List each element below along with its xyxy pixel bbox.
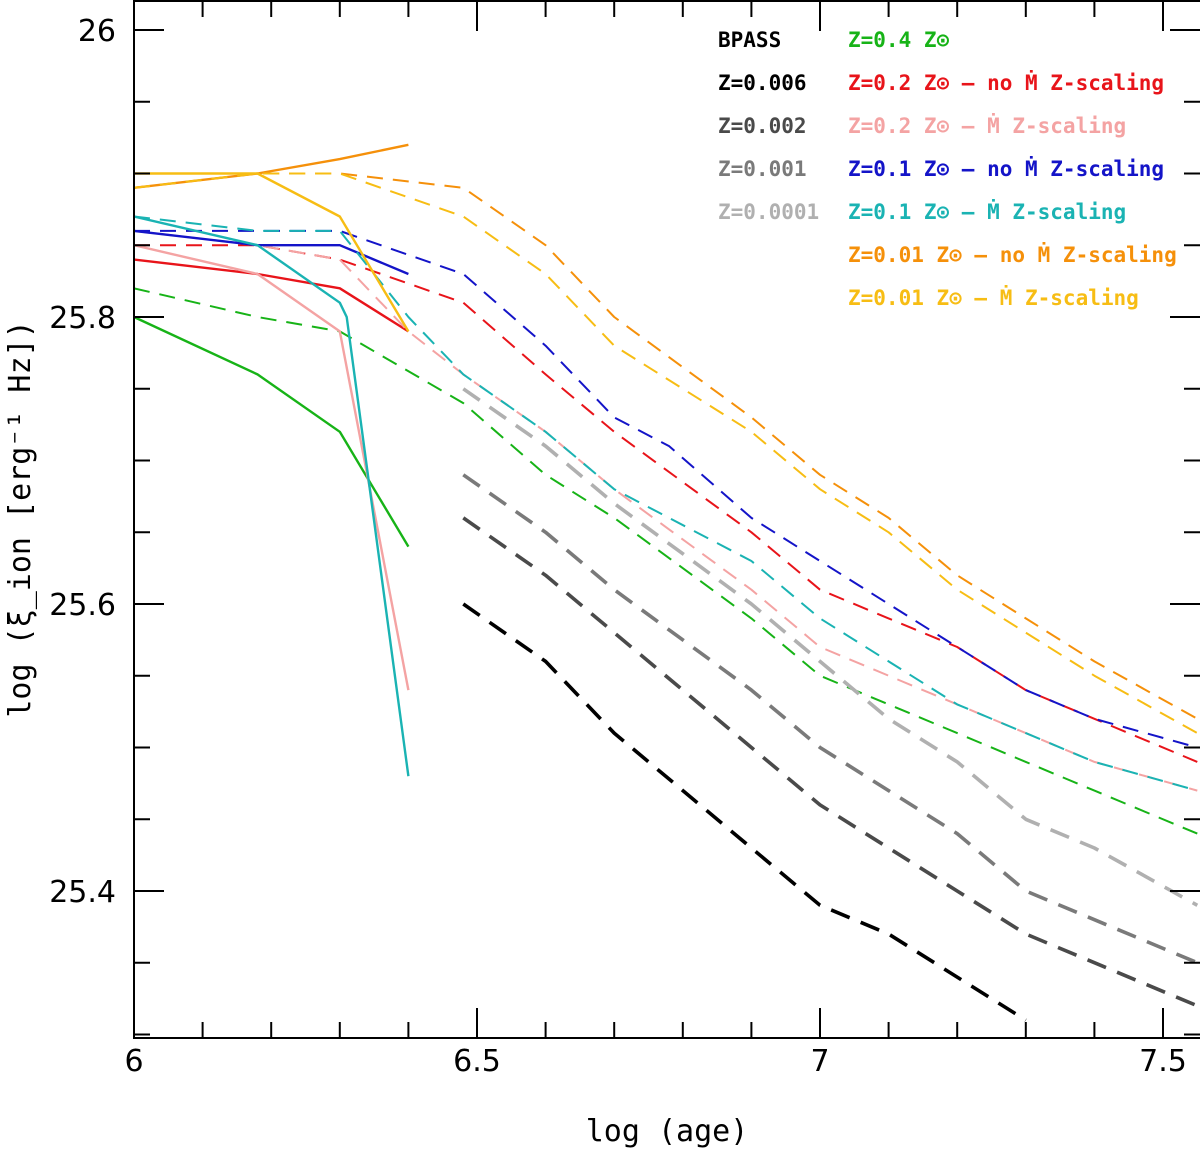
legend-entry-left: Z=0.0001 (718, 200, 819, 224)
series-line-17-thick-dashed (462, 387, 1199, 907)
legend-entry-right: Z=0.1 Z⊙ – no Ṁ Z-scaling (848, 156, 1164, 181)
series-lines (134, 143, 1199, 1022)
plot-frame (133, 0, 1200, 1039)
series-line-1-dashed (134, 287, 1198, 835)
series-line-6-solid (134, 229, 409, 276)
legend-entry-left: BPASS (718, 28, 781, 52)
legend-entry-right: Z=0.2 Z⊙ – Ṁ Z-scaling (848, 113, 1126, 138)
x-tick-label: 7 (810, 1044, 829, 1079)
series-line-8-solid (134, 215, 410, 777)
legend-entry-right: Z=0.4 Z⊙ (848, 28, 950, 52)
legend: BPASS Z=0.006 Z=0.002 Z=0.001 Z=0.0001 Z=0.4 … (718, 28, 1177, 310)
x-axis-label: log (age) (586, 1114, 749, 1149)
y-tick-label: 25.8 (49, 301, 116, 336)
series-line-5-dashed (134, 229, 1198, 792)
series-line-16-thick-dashed (462, 473, 1198, 965)
y-axis-label: log (ξ_ion [erg⁻¹ Hz]) (3, 320, 38, 717)
y-tick-label: 25.6 (49, 588, 116, 623)
x-tick-label: 7.5 (1139, 1044, 1187, 1079)
legend-entry-left: Z=0.002 (718, 114, 807, 138)
x-tick-label: 6.5 (453, 1044, 501, 1079)
series-line-7-dashed (134, 229, 1198, 749)
series-line-11-dashed (134, 172, 1198, 720)
series-line-4-solid (134, 244, 410, 691)
legend-entry-right: Z=0.1 Z⊙ – Ṁ Z-scaling (848, 199, 1126, 224)
series-line-2-solid (134, 258, 410, 333)
axes: 6 6.5 7 7.5 25.4 25.6 25.8 26 (49, 0, 1200, 1079)
y-tick-label: 26 (78, 14, 116, 49)
series-line-12-solid (134, 172, 410, 333)
legend-entry-right: Z=0.01 Z⊙ – no Ṁ Z-scaling (848, 242, 1177, 267)
x-tick-label: 6 (124, 1044, 143, 1079)
legend-entry-left: Z=0.006 (718, 71, 807, 95)
series-line-15-thick-dashed (462, 516, 1198, 1008)
legend-entry-right: Z=0.01 Z⊙ – Ṁ Z-scaling (848, 285, 1139, 310)
series-line-9-dashed (134, 215, 1198, 792)
y-tick-label: 25.4 (49, 875, 116, 910)
legend-entry-right: Z=0.2 Z⊙ – no Ṁ Z-scaling (848, 70, 1164, 95)
legend-entry-left: Z=0.001 (718, 157, 807, 181)
series-line-14-thick-dashed (462, 602, 1027, 1022)
series-line-0-solid (134, 315, 410, 548)
